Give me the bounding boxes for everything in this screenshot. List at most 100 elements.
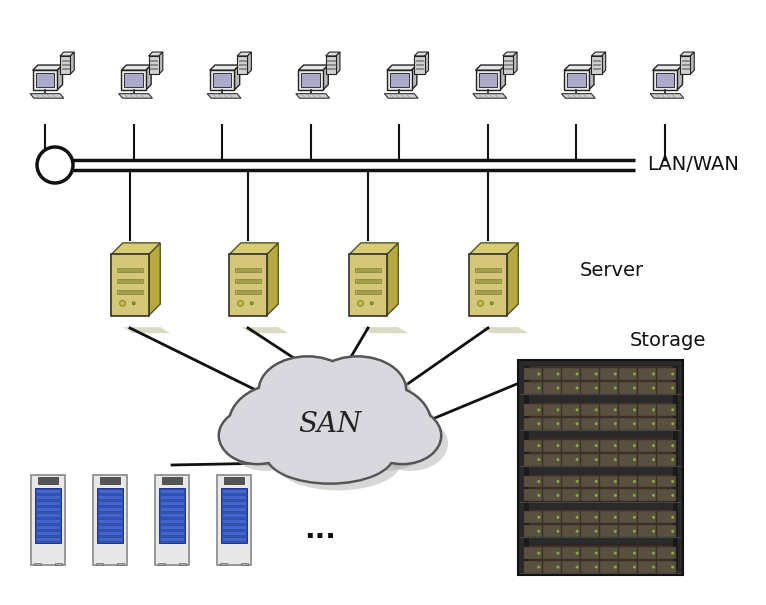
FancyBboxPatch shape	[619, 440, 637, 451]
FancyBboxPatch shape	[159, 488, 185, 543]
FancyBboxPatch shape	[235, 268, 261, 272]
FancyBboxPatch shape	[475, 268, 501, 272]
FancyBboxPatch shape	[239, 68, 246, 69]
FancyBboxPatch shape	[504, 64, 512, 65]
Polygon shape	[146, 65, 151, 90]
FancyBboxPatch shape	[561, 368, 580, 380]
FancyBboxPatch shape	[657, 525, 676, 537]
FancyBboxPatch shape	[523, 476, 542, 488]
FancyBboxPatch shape	[600, 454, 618, 466]
Circle shape	[575, 422, 578, 425]
Circle shape	[575, 373, 578, 376]
FancyBboxPatch shape	[581, 404, 599, 416]
Circle shape	[614, 480, 617, 483]
FancyBboxPatch shape	[542, 489, 561, 502]
FancyBboxPatch shape	[561, 440, 580, 451]
Circle shape	[556, 422, 559, 425]
FancyBboxPatch shape	[542, 404, 561, 416]
Circle shape	[614, 387, 617, 390]
FancyBboxPatch shape	[475, 279, 501, 283]
FancyBboxPatch shape	[522, 401, 679, 429]
Polygon shape	[119, 94, 152, 98]
Circle shape	[575, 530, 578, 533]
Circle shape	[633, 494, 636, 497]
Circle shape	[358, 301, 363, 306]
Polygon shape	[207, 94, 241, 98]
FancyBboxPatch shape	[239, 59, 246, 61]
Circle shape	[556, 566, 559, 569]
Circle shape	[614, 444, 617, 447]
Circle shape	[594, 373, 597, 376]
Circle shape	[671, 444, 674, 447]
Ellipse shape	[265, 425, 395, 485]
Circle shape	[537, 408, 540, 411]
FancyBboxPatch shape	[542, 440, 561, 451]
Polygon shape	[387, 243, 398, 316]
FancyBboxPatch shape	[581, 511, 599, 523]
Text: ...: ...	[304, 516, 336, 544]
Circle shape	[575, 408, 578, 411]
Polygon shape	[507, 243, 519, 316]
FancyBboxPatch shape	[657, 382, 676, 394]
Ellipse shape	[310, 358, 405, 423]
Text: Storage: Storage	[630, 330, 706, 350]
FancyBboxPatch shape	[504, 68, 512, 69]
FancyBboxPatch shape	[581, 489, 599, 502]
Circle shape	[575, 458, 578, 461]
Ellipse shape	[253, 371, 408, 468]
FancyBboxPatch shape	[561, 418, 580, 430]
FancyBboxPatch shape	[619, 511, 637, 523]
FancyBboxPatch shape	[619, 404, 637, 416]
FancyBboxPatch shape	[97, 495, 123, 499]
Polygon shape	[653, 65, 683, 70]
FancyBboxPatch shape	[504, 59, 512, 61]
FancyBboxPatch shape	[327, 59, 335, 61]
FancyBboxPatch shape	[657, 547, 676, 559]
Polygon shape	[241, 327, 288, 333]
FancyBboxPatch shape	[97, 537, 123, 541]
FancyBboxPatch shape	[523, 382, 542, 394]
Polygon shape	[481, 327, 529, 333]
FancyBboxPatch shape	[581, 476, 599, 488]
FancyBboxPatch shape	[221, 489, 247, 492]
Circle shape	[633, 516, 636, 519]
Circle shape	[594, 458, 597, 461]
Circle shape	[575, 516, 578, 519]
FancyBboxPatch shape	[159, 563, 165, 565]
FancyBboxPatch shape	[326, 56, 336, 74]
FancyBboxPatch shape	[638, 511, 656, 523]
Polygon shape	[476, 65, 506, 70]
Ellipse shape	[228, 416, 303, 471]
Circle shape	[575, 566, 578, 569]
Polygon shape	[57, 65, 63, 90]
FancyBboxPatch shape	[97, 531, 123, 535]
FancyBboxPatch shape	[561, 382, 580, 394]
FancyBboxPatch shape	[220, 563, 227, 565]
FancyBboxPatch shape	[97, 501, 123, 505]
Ellipse shape	[276, 436, 401, 491]
Circle shape	[614, 408, 617, 411]
FancyBboxPatch shape	[523, 511, 542, 523]
Text: LAN/WAN: LAN/WAN	[647, 155, 739, 174]
FancyBboxPatch shape	[221, 518, 247, 523]
FancyBboxPatch shape	[221, 501, 247, 505]
FancyBboxPatch shape	[100, 477, 120, 484]
Circle shape	[594, 480, 597, 483]
Circle shape	[671, 566, 674, 569]
FancyBboxPatch shape	[387, 70, 411, 90]
Polygon shape	[385, 94, 418, 98]
FancyBboxPatch shape	[235, 279, 261, 283]
Ellipse shape	[228, 382, 338, 465]
Circle shape	[671, 458, 674, 461]
Circle shape	[594, 387, 597, 390]
FancyBboxPatch shape	[210, 70, 234, 90]
Polygon shape	[602, 52, 606, 74]
FancyBboxPatch shape	[162, 477, 182, 484]
Circle shape	[633, 373, 636, 376]
FancyBboxPatch shape	[561, 561, 580, 573]
FancyBboxPatch shape	[657, 476, 676, 488]
FancyBboxPatch shape	[33, 70, 57, 90]
FancyBboxPatch shape	[522, 544, 679, 572]
FancyBboxPatch shape	[93, 475, 127, 565]
Circle shape	[556, 494, 559, 497]
